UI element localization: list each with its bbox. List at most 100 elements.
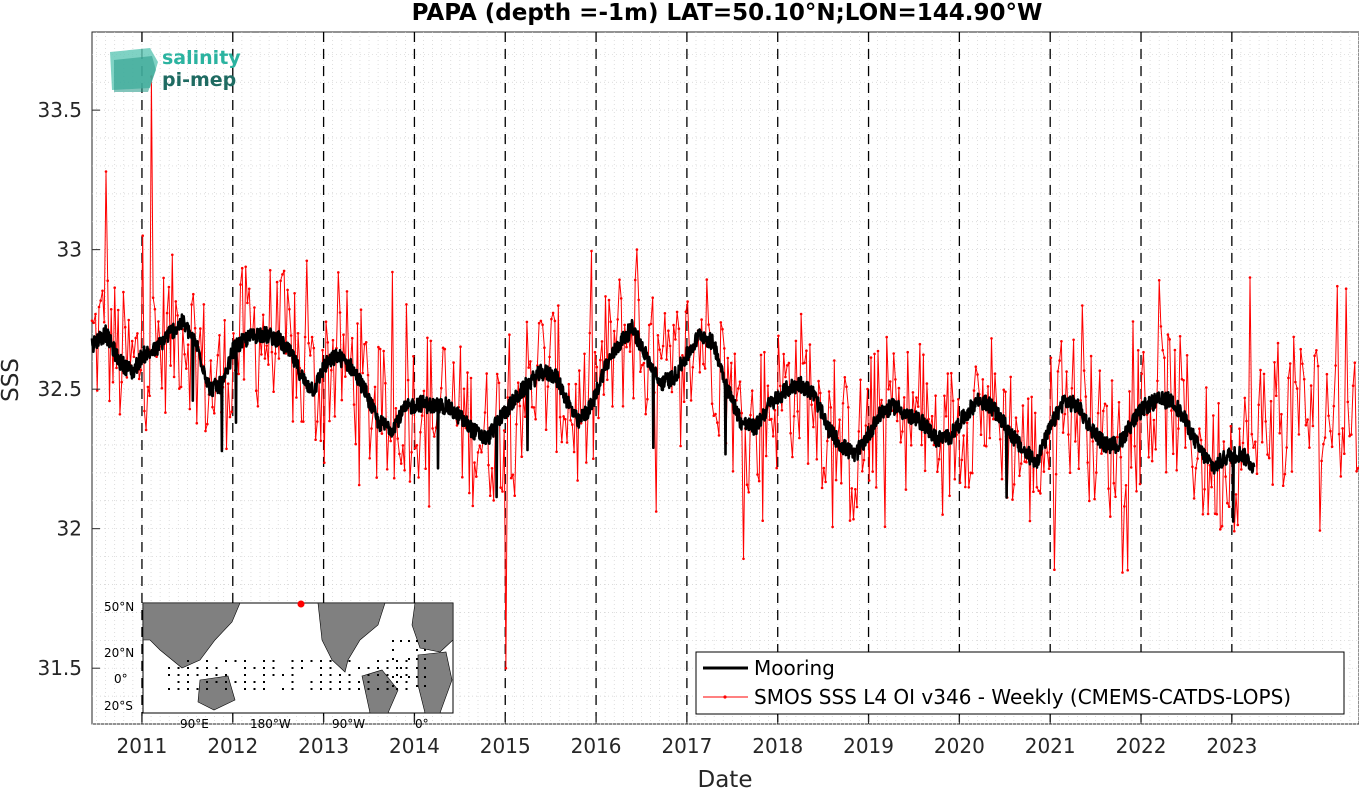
smos-data-point <box>1336 284 1339 288</box>
smos-data-point <box>820 486 824 490</box>
smos-data-point <box>780 409 784 412</box>
smos-data-point <box>721 327 724 331</box>
smos-data-point <box>314 438 317 442</box>
smos-data-point <box>1264 420 1267 423</box>
smos-data-point <box>1350 433 1353 436</box>
x-axis-label: Date <box>698 767 753 790</box>
smos-data-point <box>116 308 120 312</box>
smos-data-point <box>1086 461 1089 464</box>
smos-data-point <box>1344 287 1348 291</box>
logo-text-salinity: salinity <box>162 47 241 69</box>
smos-data-point <box>759 353 763 357</box>
smos-data-point <box>649 322 653 326</box>
map-buoy-dot <box>168 688 170 690</box>
smos-data-point <box>330 368 333 372</box>
smos-data-point <box>1339 475 1343 478</box>
smos-data-point <box>92 321 95 325</box>
smos-data-point <box>539 319 543 323</box>
smos-data-point <box>1343 452 1346 456</box>
map-buoy-dot <box>348 681 351 683</box>
smos-data-point <box>468 491 471 495</box>
smos-data-point <box>567 382 571 386</box>
smos-data-point <box>632 396 635 400</box>
smos-data-point <box>378 347 382 351</box>
smos-data-point <box>778 384 782 388</box>
smos-data-point <box>144 428 148 432</box>
map-buoy-dot <box>358 667 360 669</box>
smos-data-point <box>810 403 813 407</box>
smos-data-point <box>176 314 179 317</box>
smos-data-point <box>756 473 759 476</box>
smos-data-point <box>740 411 743 415</box>
smos-data-point <box>579 422 583 425</box>
smos-data-point <box>186 343 190 347</box>
inset-map: 50°N 20°N 0° 20°S 90°E 180°W 90°W 0° <box>104 600 454 731</box>
smos-data-point <box>829 406 833 409</box>
smos-data-point <box>340 398 344 402</box>
smos-data-point <box>916 405 920 408</box>
smos-data-point <box>920 443 923 447</box>
smos-data-point <box>516 381 520 385</box>
smos-data-point <box>895 419 899 423</box>
smos-data-point <box>204 429 207 433</box>
smos-data-point <box>607 298 611 302</box>
smos-data-point <box>571 423 574 426</box>
smos-data-point <box>260 353 263 356</box>
smos-data-point <box>965 421 969 425</box>
smos-data-point <box>246 301 249 305</box>
smos-data-point <box>478 444 482 448</box>
smos-data-point <box>1159 325 1163 328</box>
smos-data-point <box>1318 529 1322 532</box>
smos-data-point <box>403 469 406 472</box>
smos-data-point <box>651 296 654 300</box>
map-buoy-dot <box>263 667 265 669</box>
smos-data-point <box>492 499 496 502</box>
smos-data-point <box>661 344 665 348</box>
smos-data-point <box>490 467 494 470</box>
smos-data-point <box>930 414 934 418</box>
smos-data-point <box>950 371 953 375</box>
smos-data-point <box>1355 469 1358 473</box>
smos-data-point <box>550 317 553 321</box>
smos-data-point <box>213 412 216 415</box>
smos-data-point <box>595 365 599 369</box>
smos-data-point <box>817 379 820 383</box>
smos-data-point <box>979 433 983 437</box>
smos-data-point <box>1025 460 1028 464</box>
smos-data-point <box>668 344 672 348</box>
x-tick-label: 2017 <box>661 734 712 758</box>
smos-data-point <box>169 364 172 367</box>
smos-data-point <box>268 269 272 272</box>
smos-data-point <box>784 375 787 379</box>
smos-data-point <box>1056 370 1060 373</box>
smos-data-point <box>469 376 473 380</box>
smos-data-point <box>296 332 300 335</box>
map-buoy-dot <box>206 688 208 690</box>
smos-data-point <box>633 278 637 282</box>
smos-data-point <box>312 346 316 350</box>
smos-data-point <box>719 321 723 324</box>
map-buoy-dot <box>386 688 389 690</box>
smos-data-point <box>288 307 291 311</box>
smos-data-point <box>1278 431 1281 435</box>
map-lat-label: 20°S <box>104 699 133 713</box>
smos-data-point <box>1065 370 1068 373</box>
smos-data-point <box>1035 486 1039 489</box>
x-tick-label: 2023 <box>1206 734 1257 758</box>
smos-data-point <box>1346 400 1350 404</box>
smos-data-point <box>1238 427 1241 431</box>
smos-data-point <box>120 380 123 384</box>
smos-data-point <box>136 332 139 335</box>
y-axis-label: SSS <box>0 358 24 402</box>
smos-data-point <box>1061 431 1065 434</box>
map-buoy-dot <box>392 658 394 660</box>
smos-data-point <box>606 378 609 382</box>
smos-data-point <box>473 461 476 464</box>
smos-data-point <box>373 385 377 389</box>
smos-data-point <box>1068 471 1072 475</box>
smos-data-point <box>855 505 859 509</box>
smos-data-point <box>1166 333 1170 336</box>
smos-data-point <box>326 341 330 344</box>
map-buoy-dot <box>396 667 398 669</box>
smos-data-point <box>1019 462 1023 465</box>
